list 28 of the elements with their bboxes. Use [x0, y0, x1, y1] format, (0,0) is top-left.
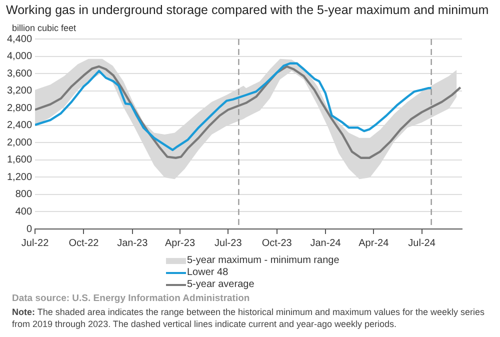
y-tick-label: 1,600 [6, 154, 32, 166]
legend-label: 5-year average [186, 279, 256, 291]
y-tick-label: 1,200 [6, 172, 32, 183]
legend-label: 5-year maximum - minimum range [186, 255, 340, 267]
y-tick-label: 4,400 [6, 34, 32, 45]
y-tick-label: 4,000 [6, 51, 32, 62]
x-tick-label: Oct-22 [68, 238, 100, 249]
source-note: Data source: U.S. Energy Information Administration [12, 293, 250, 304]
x-tick-label: Oct-23 [262, 238, 292, 249]
y-tick-label: 0 [26, 224, 32, 235]
x-tick-label: Jul-24 [408, 238, 436, 249]
y-tick-label: 3,600 [6, 68, 32, 80]
x-tick-label: Jul-23 [214, 238, 242, 249]
y-axis-title: billion cubic feet [12, 23, 76, 33]
y-tick-label: 3,200 [6, 86, 32, 97]
x-tick-label: Apr-23 [164, 238, 196, 249]
y-tick-label: 2,000 [6, 137, 32, 148]
y-tick-label: 400 [15, 206, 32, 218]
x-tick-label: Jan-24 [310, 238, 342, 249]
x-tick-label: Jan-23 [117, 238, 148, 249]
y-tick-label: 800 [15, 189, 32, 200]
chart-title: Working gas in underground storage compared with the 5-year maximum and minimum [6, 3, 489, 17]
x-tick-label: Apr-24 [358, 238, 390, 249]
x-tick-label: Jul-22 [21, 238, 50, 249]
y-tick-label: 2,400 [6, 120, 32, 132]
legend-label: Lower 48 [186, 267, 230, 279]
text: Note: The shaded area indicates the range between the historical minimum and maximum values for the weekly series from 2019 through 2023. The dashed vertical lines indicate current and year-ago weekly periods. [12, 306, 486, 330]
y-tick-label: 2,800 [6, 102, 32, 114]
